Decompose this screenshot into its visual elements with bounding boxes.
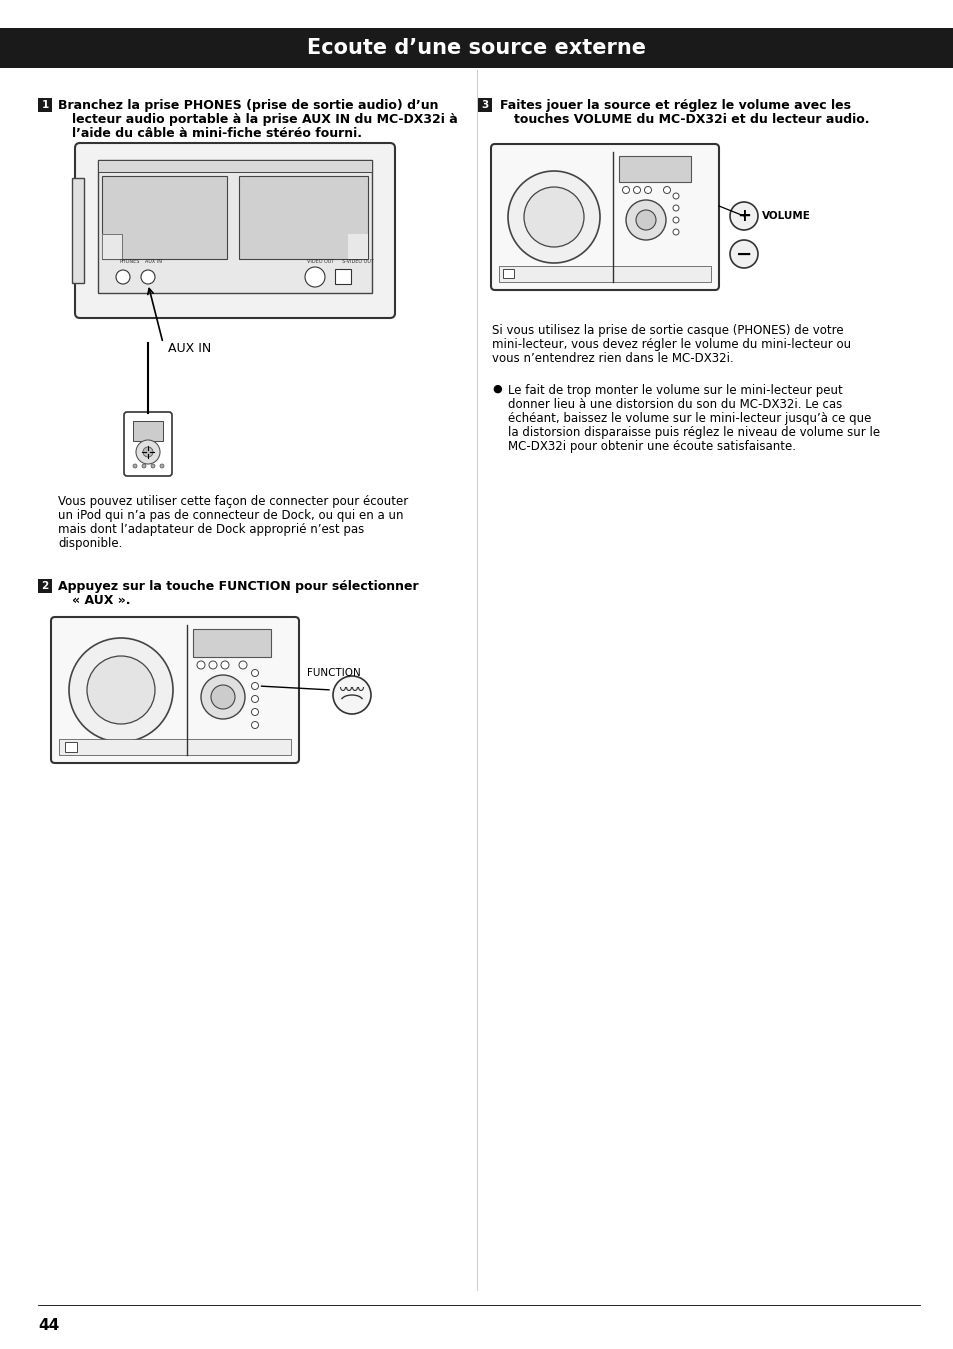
- Circle shape: [160, 464, 164, 468]
- Bar: [132, 421, 163, 441]
- Bar: [502, 268, 514, 278]
- Bar: [102, 233, 122, 259]
- Text: VOLUME: VOLUME: [761, 210, 810, 221]
- Text: FUNCTION: FUNCTION: [307, 668, 360, 679]
- Text: la distorsion disparaisse puis réglez le niveau de volume sur le: la distorsion disparaisse puis réglez le…: [507, 426, 880, 438]
- Text: 3: 3: [481, 100, 488, 111]
- Circle shape: [69, 638, 172, 742]
- Bar: [348, 233, 368, 259]
- Text: « AUX ».: « AUX ».: [71, 594, 131, 607]
- Text: Vous pouvez utiliser cette façon de connecter pour écouter: Vous pouvez utiliser cette façon de conn…: [58, 495, 408, 509]
- Bar: [59, 739, 291, 755]
- Circle shape: [239, 661, 247, 669]
- Circle shape: [252, 683, 258, 689]
- Circle shape: [305, 267, 325, 287]
- Circle shape: [141, 270, 154, 285]
- Circle shape: [252, 722, 258, 728]
- Text: touches VOLUME du MC-DX32i et du lecteur audio.: touches VOLUME du MC-DX32i et du lecteur…: [514, 113, 868, 125]
- Circle shape: [151, 464, 154, 468]
- Text: Appuyez sur la touche FUNCTION pour sélectionner: Appuyez sur la touche FUNCTION pour séle…: [58, 580, 418, 594]
- Text: un iPod qui n’a pas de connecteur de Dock, ou qui en a un: un iPod qui n’a pas de connecteur de Doc…: [58, 509, 403, 522]
- Bar: [102, 175, 227, 259]
- Text: Si vous utilisez la prise de sortie casque (PHONES) de votre: Si vous utilisez la prise de sortie casq…: [492, 324, 842, 337]
- Text: Ecoute d’une source externe: Ecoute d’une source externe: [307, 38, 646, 58]
- Text: l’aide du câble à mini-fiche stéréo fourni.: l’aide du câble à mini-fiche stéréo four…: [71, 127, 361, 140]
- Circle shape: [132, 464, 137, 468]
- Text: donner lieu à une distorsion du son du MC-DX32i. Le cas: donner lieu à une distorsion du son du M…: [507, 398, 841, 411]
- Bar: [618, 156, 690, 182]
- Circle shape: [507, 171, 599, 263]
- Circle shape: [644, 186, 651, 193]
- Text: Branchez la prise PHONES (prise de sortie audio) d’un: Branchez la prise PHONES (prise de sorti…: [58, 98, 438, 112]
- Text: lecteur audio portable à la prise AUX IN du MC-DX32i à: lecteur audio portable à la prise AUX IN…: [71, 113, 457, 125]
- FancyBboxPatch shape: [51, 616, 298, 764]
- Bar: [98, 161, 372, 293]
- Text: PHONES: PHONES: [120, 259, 140, 264]
- Text: vous n’entendrez rien dans le MC-DX32i.: vous n’entendrez rien dans le MC-DX32i.: [492, 352, 733, 366]
- Circle shape: [333, 676, 371, 714]
- Circle shape: [201, 674, 245, 719]
- Bar: [38, 98, 52, 112]
- Circle shape: [672, 217, 679, 223]
- Circle shape: [143, 447, 152, 457]
- Circle shape: [672, 205, 679, 210]
- Circle shape: [622, 186, 629, 193]
- Text: 44: 44: [38, 1318, 59, 1333]
- FancyBboxPatch shape: [491, 144, 719, 290]
- Text: AUX IN: AUX IN: [168, 341, 211, 355]
- Bar: [239, 175, 368, 259]
- Circle shape: [211, 685, 234, 710]
- Bar: [193, 629, 271, 657]
- Text: S-VIDEO OUT: S-VIDEO OUT: [341, 259, 374, 264]
- Bar: [65, 742, 77, 751]
- Bar: [498, 266, 710, 282]
- FancyBboxPatch shape: [75, 143, 395, 318]
- Text: échéant, baissez le volume sur le mini-lecteur jusqu’à ce que: échéant, baissez le volume sur le mini-l…: [507, 411, 870, 425]
- Bar: [98, 161, 372, 173]
- Circle shape: [221, 661, 229, 669]
- Circle shape: [672, 229, 679, 235]
- Circle shape: [662, 186, 670, 193]
- Text: +: +: [737, 206, 750, 225]
- Text: VIDEO OUT: VIDEO OUT: [307, 259, 334, 264]
- Circle shape: [116, 270, 130, 285]
- Bar: [335, 268, 351, 285]
- Circle shape: [523, 188, 583, 247]
- Text: Faites jouer la source et réglez le volume avec les: Faites jouer la source et réglez le volu…: [499, 98, 850, 112]
- Circle shape: [729, 202, 758, 229]
- Text: −: −: [735, 244, 751, 263]
- Circle shape: [625, 200, 665, 240]
- FancyBboxPatch shape: [124, 411, 172, 476]
- Circle shape: [672, 193, 679, 200]
- Bar: [477, 98, 492, 112]
- Circle shape: [729, 240, 758, 268]
- Circle shape: [252, 669, 258, 676]
- Circle shape: [196, 661, 205, 669]
- Bar: [38, 579, 52, 594]
- Text: 2: 2: [41, 581, 49, 591]
- Circle shape: [633, 186, 639, 193]
- Circle shape: [142, 464, 146, 468]
- Bar: [71, 178, 84, 283]
- Circle shape: [209, 661, 216, 669]
- Text: mini-lecteur, vous devez régler le volume du mini-lecteur ou: mini-lecteur, vous devez régler le volum…: [492, 339, 850, 351]
- Circle shape: [636, 210, 656, 229]
- Text: AUX IN: AUX IN: [145, 259, 162, 264]
- Circle shape: [252, 696, 258, 703]
- Text: ●: ●: [492, 384, 501, 394]
- Circle shape: [252, 708, 258, 715]
- Text: Le fait de trop monter le volume sur le mini-lecteur peut: Le fait de trop monter le volume sur le …: [507, 384, 841, 397]
- Text: MC-DX32i pour obtenir une écoute satisfaisante.: MC-DX32i pour obtenir une écoute satisfa…: [507, 440, 795, 453]
- FancyBboxPatch shape: [102, 233, 122, 259]
- Circle shape: [136, 440, 160, 464]
- Text: mais dont l’adaptateur de Dock approprié n’est pas: mais dont l’adaptateur de Dock approprié…: [58, 523, 364, 536]
- Bar: [0, 28, 953, 67]
- Text: 1: 1: [41, 100, 49, 111]
- Circle shape: [87, 656, 154, 724]
- Text: disponible.: disponible.: [58, 537, 122, 550]
